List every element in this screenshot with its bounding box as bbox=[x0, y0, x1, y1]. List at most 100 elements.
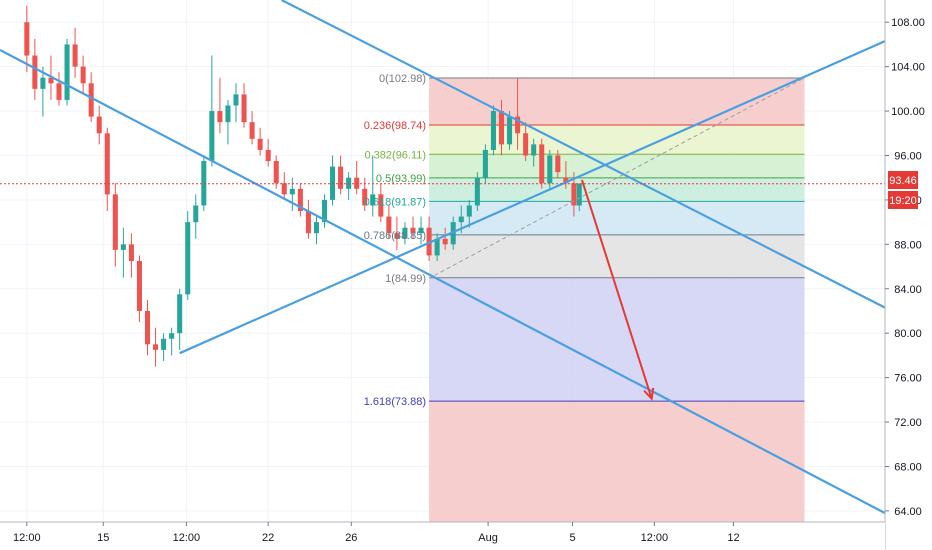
y-tick-label: 68.00 bbox=[894, 461, 922, 473]
x-tick-label: 15 bbox=[97, 532, 109, 544]
candle bbox=[297, 188, 303, 212]
y-tick-label: 108.00 bbox=[891, 17, 925, 29]
x-tick-label: 12:00 bbox=[13, 532, 41, 544]
candle bbox=[418, 227, 424, 234]
candle bbox=[571, 183, 577, 206]
fib-zone bbox=[429, 201, 805, 235]
candle bbox=[539, 144, 545, 184]
countdown-label-box bbox=[888, 191, 918, 209]
candle bbox=[48, 77, 54, 84]
candle bbox=[434, 238, 440, 256]
candle bbox=[426, 227, 432, 256]
candle bbox=[490, 111, 496, 150]
candle bbox=[88, 83, 94, 117]
candle bbox=[233, 94, 239, 106]
candle bbox=[136, 261, 142, 311]
candle bbox=[386, 216, 392, 234]
fibonacci-labels: 0(102.98) 0.236(98.74) 0.382(96.11) 0.5(93.… bbox=[364, 73, 426, 408]
y-tick-label: 100.00 bbox=[891, 106, 925, 118]
fib-level-label: 0.382(96.11) bbox=[365, 149, 427, 161]
candle bbox=[249, 122, 255, 139]
candle bbox=[96, 116, 102, 134]
candle bbox=[576, 183, 582, 206]
candle bbox=[257, 138, 263, 150]
candle bbox=[466, 205, 472, 217]
candle bbox=[531, 144, 537, 156]
candle bbox=[169, 333, 175, 339]
candle bbox=[515, 116, 521, 134]
candle bbox=[321, 199, 328, 223]
fib-zone bbox=[429, 154, 805, 178]
candle bbox=[338, 166, 344, 189]
candle bbox=[40, 77, 46, 89]
candle bbox=[362, 188, 368, 206]
countdown-label-value: 19:20 bbox=[889, 195, 917, 207]
y-tick-label: 104.00 bbox=[891, 62, 925, 74]
candle bbox=[482, 149, 488, 178]
candle bbox=[217, 111, 223, 123]
fib-zone bbox=[429, 177, 805, 202]
fib-zone bbox=[429, 234, 805, 278]
candle bbox=[128, 244, 134, 261]
candle bbox=[80, 66, 86, 84]
trendline bbox=[179, 40, 886, 355]
candle bbox=[523, 133, 529, 156]
candle bbox=[185, 222, 191, 295]
x-tick-label: 22 bbox=[262, 532, 274, 544]
candle bbox=[201, 161, 207, 206]
candle bbox=[370, 194, 376, 206]
candle bbox=[161, 338, 167, 350]
candle bbox=[209, 111, 215, 162]
fib-level-label: 0(102.98) bbox=[379, 73, 426, 85]
fib-zone bbox=[429, 277, 805, 402]
candle bbox=[72, 44, 78, 67]
candle bbox=[289, 188, 295, 195]
price-label-box bbox=[888, 171, 918, 189]
x-tick-label: 12:00 bbox=[173, 532, 201, 544]
candle bbox=[225, 105, 231, 123]
candle bbox=[153, 344, 159, 350]
trendline bbox=[0, 49, 886, 515]
time-axis-bg bbox=[0, 522, 885, 550]
candle bbox=[474, 177, 480, 206]
candle bbox=[458, 216, 464, 223]
y-tick-label: 88.00 bbox=[894, 239, 922, 251]
candle bbox=[402, 227, 408, 239]
candle bbox=[64, 44, 70, 100]
y-axis[interactable]: 108.00104.00100.0096.0092.0088.0084.0080… bbox=[885, 17, 925, 518]
candle bbox=[241, 94, 247, 123]
trendline bbox=[281, 0, 886, 309]
y-tick-label: 76.00 bbox=[894, 373, 922, 385]
candle bbox=[555, 155, 561, 173]
x-axis[interactable]: 12:00 15 12:00 22 26 Aug 5 12:00 12 bbox=[13, 522, 740, 544]
candle bbox=[32, 55, 38, 89]
trendlines[interactable] bbox=[0, 0, 886, 515]
x-tick-label: 5 bbox=[570, 532, 576, 544]
candle bbox=[273, 161, 279, 184]
y-tick-label: 96.00 bbox=[894, 150, 922, 162]
price-label: 93.46 19:20 bbox=[888, 171, 918, 209]
fib-level-label: 0.618(91.87) bbox=[364, 196, 426, 208]
candle bbox=[442, 238, 448, 245]
candle bbox=[24, 22, 30, 56]
candle bbox=[305, 211, 311, 234]
price-label-value: 93.46 bbox=[889, 175, 917, 187]
x-tick-label: 12 bbox=[727, 532, 739, 544]
candle bbox=[378, 194, 384, 217]
fib-zone bbox=[429, 401, 805, 522]
candle bbox=[265, 149, 271, 162]
candle bbox=[410, 227, 416, 234]
x-tick-label: 26 bbox=[345, 532, 357, 544]
candle bbox=[394, 233, 400, 239]
fib-level-label: 0.236(98.74) bbox=[364, 120, 426, 132]
y-tick-label: 72.00 bbox=[894, 417, 922, 429]
fib-level-label: 0.5(93.99) bbox=[376, 173, 426, 185]
candle bbox=[313, 222, 319, 234]
candle bbox=[193, 205, 199, 223]
candle bbox=[104, 133, 110, 195]
fib-level-label: 0.786(88.85) bbox=[364, 230, 426, 242]
candle bbox=[547, 155, 553, 184]
y-tick-label: 84.00 bbox=[894, 284, 922, 296]
arrow-annotation[interactable] bbox=[581, 179, 655, 401]
